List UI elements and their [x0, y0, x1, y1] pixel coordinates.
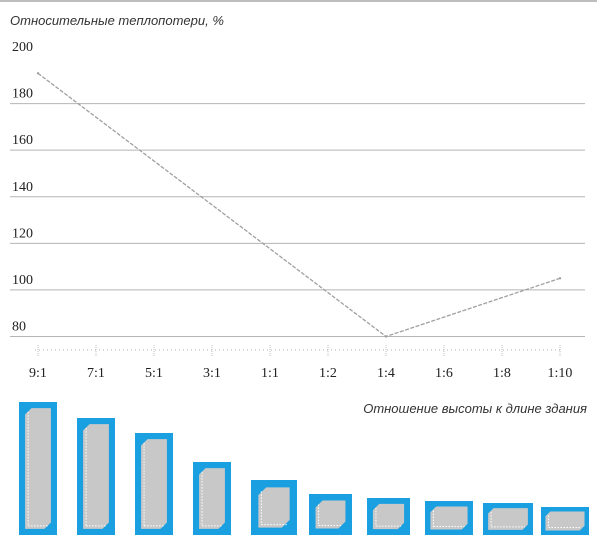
series-line-layer [36, 72, 562, 338]
building-icon-10 [541, 507, 589, 535]
x-tick-label-7-1: 7:1 [87, 366, 105, 381]
building-icon-2 [77, 418, 115, 535]
x-tick-label-1-1: 1:1 [261, 366, 279, 381]
x-tick-label-1-6: 1:6 [435, 366, 453, 381]
y-tick-label-100: 100 [12, 273, 33, 288]
y-tick-label-120: 120 [12, 226, 33, 241]
x-axis-label: Отношение высоты к длине здания [363, 401, 587, 416]
building-icon-9 [483, 503, 533, 535]
top-border [0, 0, 597, 2]
x-tick-label-9-1: 9:1 [29, 366, 47, 381]
y-tick-label-80: 80 [12, 320, 26, 335]
building-icon-3 [135, 433, 173, 535]
building-icon-4 [193, 462, 231, 535]
x-tick-label-5-1: 5:1 [145, 366, 163, 381]
y-tick-label-200: 200 [12, 40, 33, 55]
data-point-1-4 [384, 335, 388, 338]
building-icon-1 [19, 402, 57, 535]
x-tick-label-1-4: 1:4 [377, 366, 395, 381]
y-tick-label-160: 160 [12, 133, 33, 148]
y-tick-label-180: 180 [12, 87, 33, 102]
x-tick-label-3-1: 3:1 [203, 366, 221, 381]
building-icon-7 [367, 498, 410, 535]
x-tick-label-1-10: 1:10 [548, 366, 573, 381]
x-tick-label-1-2: 1:2 [319, 366, 337, 381]
x-tick-labels: 9:1 7:1 5:1 3:1 1:1 1:2 1:4 1:6 1:8 1:10 [29, 345, 572, 381]
y-tick-label-140: 140 [12, 180, 33, 195]
data-point-1-10 [558, 277, 562, 280]
y-tick-labels: 80 100 120 140 160 180 200 [12, 40, 33, 335]
chart-title: Относительные теплопотери, % [10, 13, 224, 28]
data-point-9-1 [36, 72, 40, 75]
series-line-0 [37, 72, 561, 338]
building-icon-8 [425, 501, 473, 535]
building-icon-6 [309, 494, 352, 535]
grid-layer [10, 103, 585, 351]
building-icons [19, 402, 589, 535]
building-icon-5 [251, 480, 297, 535]
x-tick-label-1-8: 1:8 [493, 366, 511, 381]
